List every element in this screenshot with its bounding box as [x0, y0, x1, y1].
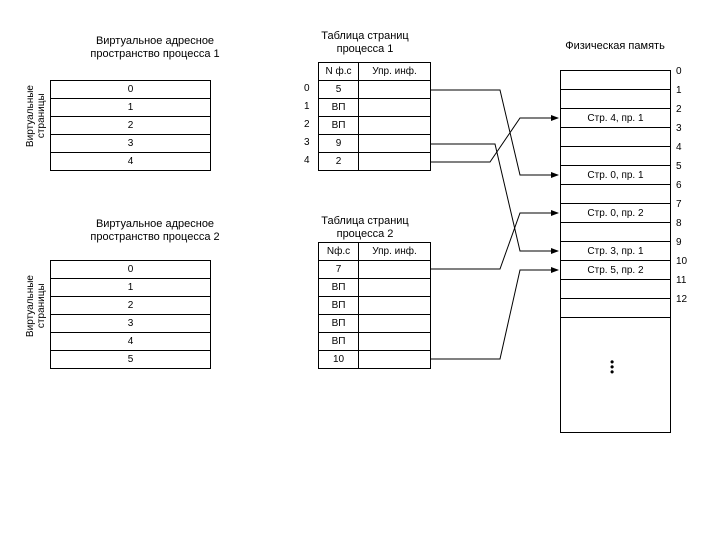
- pt1-cell: 9: [319, 135, 359, 153]
- pt1-cell: [359, 117, 431, 135]
- pt2-table: Nф.с Упр. инф. 7 ВП ВП ВП ВП 10: [318, 242, 431, 369]
- vas2-row: 4: [51, 333, 211, 351]
- phys-row: [561, 147, 671, 166]
- vas2-row: 0: [51, 261, 211, 279]
- pt2-cell: [359, 279, 431, 297]
- phys-idx: 7: [676, 199, 682, 210]
- phys-idx: 0: [676, 66, 682, 77]
- phys-idx: 3: [676, 123, 682, 134]
- vas2-side-label: Виртуальныестраницы: [25, 275, 47, 337]
- phys-row: [561, 299, 671, 318]
- phys-gap: [561, 318, 671, 433]
- pt1-header: N ф.с: [319, 63, 359, 81]
- pt1-cell: [359, 153, 431, 171]
- vas2-row: 3: [51, 315, 211, 333]
- phys-row: [561, 128, 671, 147]
- pt2-cell: [359, 351, 431, 369]
- phys-idx: 4: [676, 142, 682, 153]
- vas2-title: Виртуальное адресноепространство процесс…: [65, 218, 245, 244]
- pt1-idx: 2: [304, 119, 310, 130]
- vas1-row: 3: [51, 135, 211, 153]
- phys-row: Стр. 5, пр. 2: [561, 261, 671, 280]
- vas2-row: 2: [51, 297, 211, 315]
- vas1-row: 2: [51, 117, 211, 135]
- pt1-cell: 5: [319, 81, 359, 99]
- pt1-title: Таблица страницпроцесса 1: [300, 30, 430, 56]
- vas1-table: 0 1 2 3 4: [50, 80, 211, 171]
- pt1-cell: ВП: [319, 117, 359, 135]
- pt2-title: Таблица страницпроцесса 2: [300, 215, 430, 241]
- pt2-cell: ВП: [319, 279, 359, 297]
- phys-row: Стр. 0, пр. 2: [561, 204, 671, 223]
- phys-row: Стр. 0, пр. 1: [561, 166, 671, 185]
- pt2-header: Упр. инф.: [359, 243, 431, 261]
- pt2-cell: 7: [319, 261, 359, 279]
- pt1-cell: ВП: [319, 99, 359, 117]
- phys-idx: 5: [676, 161, 682, 172]
- pt1-cell: 2: [319, 153, 359, 171]
- pt1-idx: 3: [304, 137, 310, 148]
- vas2-row: 5: [51, 351, 211, 369]
- pt2-cell: ВП: [319, 333, 359, 351]
- phys-idx: 12: [676, 294, 687, 305]
- phys-table: Стр. 4, пр. 1 Стр. 0, пр. 1 Стр. 0, пр. …: [560, 70, 671, 433]
- pt1-table: N ф.с Упр. инф. 5 ВП ВП 9 2: [318, 62, 431, 171]
- phys-idx: 6: [676, 180, 682, 191]
- phys-idx: 2: [676, 104, 682, 115]
- pt2-cell: 10: [319, 351, 359, 369]
- phys-row: [561, 185, 671, 204]
- pt2-cell: [359, 315, 431, 333]
- pt2-header: Nф.с: [319, 243, 359, 261]
- pt2-cell: [359, 333, 431, 351]
- vas2-row: 1: [51, 279, 211, 297]
- phys-idx: 11: [676, 275, 686, 286]
- phys-ellipsis: •••: [610, 360, 614, 374]
- vas1-title: Виртуальное адресноепространство процесс…: [65, 35, 245, 61]
- phys-row: Стр. 3, пр. 1: [561, 242, 671, 261]
- phys-row: Стр. 4, пр. 1: [561, 109, 671, 128]
- phys-idx: 9: [676, 237, 682, 248]
- phys-idx: 10: [676, 256, 687, 267]
- pt1-idx: 4: [304, 155, 310, 166]
- vas1-row: 4: [51, 153, 211, 171]
- pt1-cell: [359, 81, 431, 99]
- pt1-cell: [359, 135, 431, 153]
- pt1-idx: 1: [304, 101, 310, 112]
- vas1-side-label: Виртуальныестраницы: [25, 85, 47, 147]
- phys-idx: 1: [676, 85, 682, 96]
- phys-idx: 8: [676, 218, 682, 229]
- pt1-idx: 0: [304, 83, 310, 94]
- diagram-root: Виртуальное адресноепространство процесс…: [0, 0, 720, 540]
- phys-title: Физическая память: [540, 40, 690, 53]
- pt2-cell: [359, 261, 431, 279]
- phys-row: [561, 280, 671, 299]
- vas1-row: 0: [51, 81, 211, 99]
- pt2-cell: ВП: [319, 297, 359, 315]
- vas2-table: 0 1 2 3 4 5: [50, 260, 211, 369]
- pt1-cell: [359, 99, 431, 117]
- phys-row: [561, 71, 671, 90]
- phys-row: [561, 90, 671, 109]
- pt2-cell: ВП: [319, 315, 359, 333]
- vas1-row: 1: [51, 99, 211, 117]
- phys-row: [561, 223, 671, 242]
- pt1-header: Упр. инф.: [359, 63, 431, 81]
- pt2-cell: [359, 297, 431, 315]
